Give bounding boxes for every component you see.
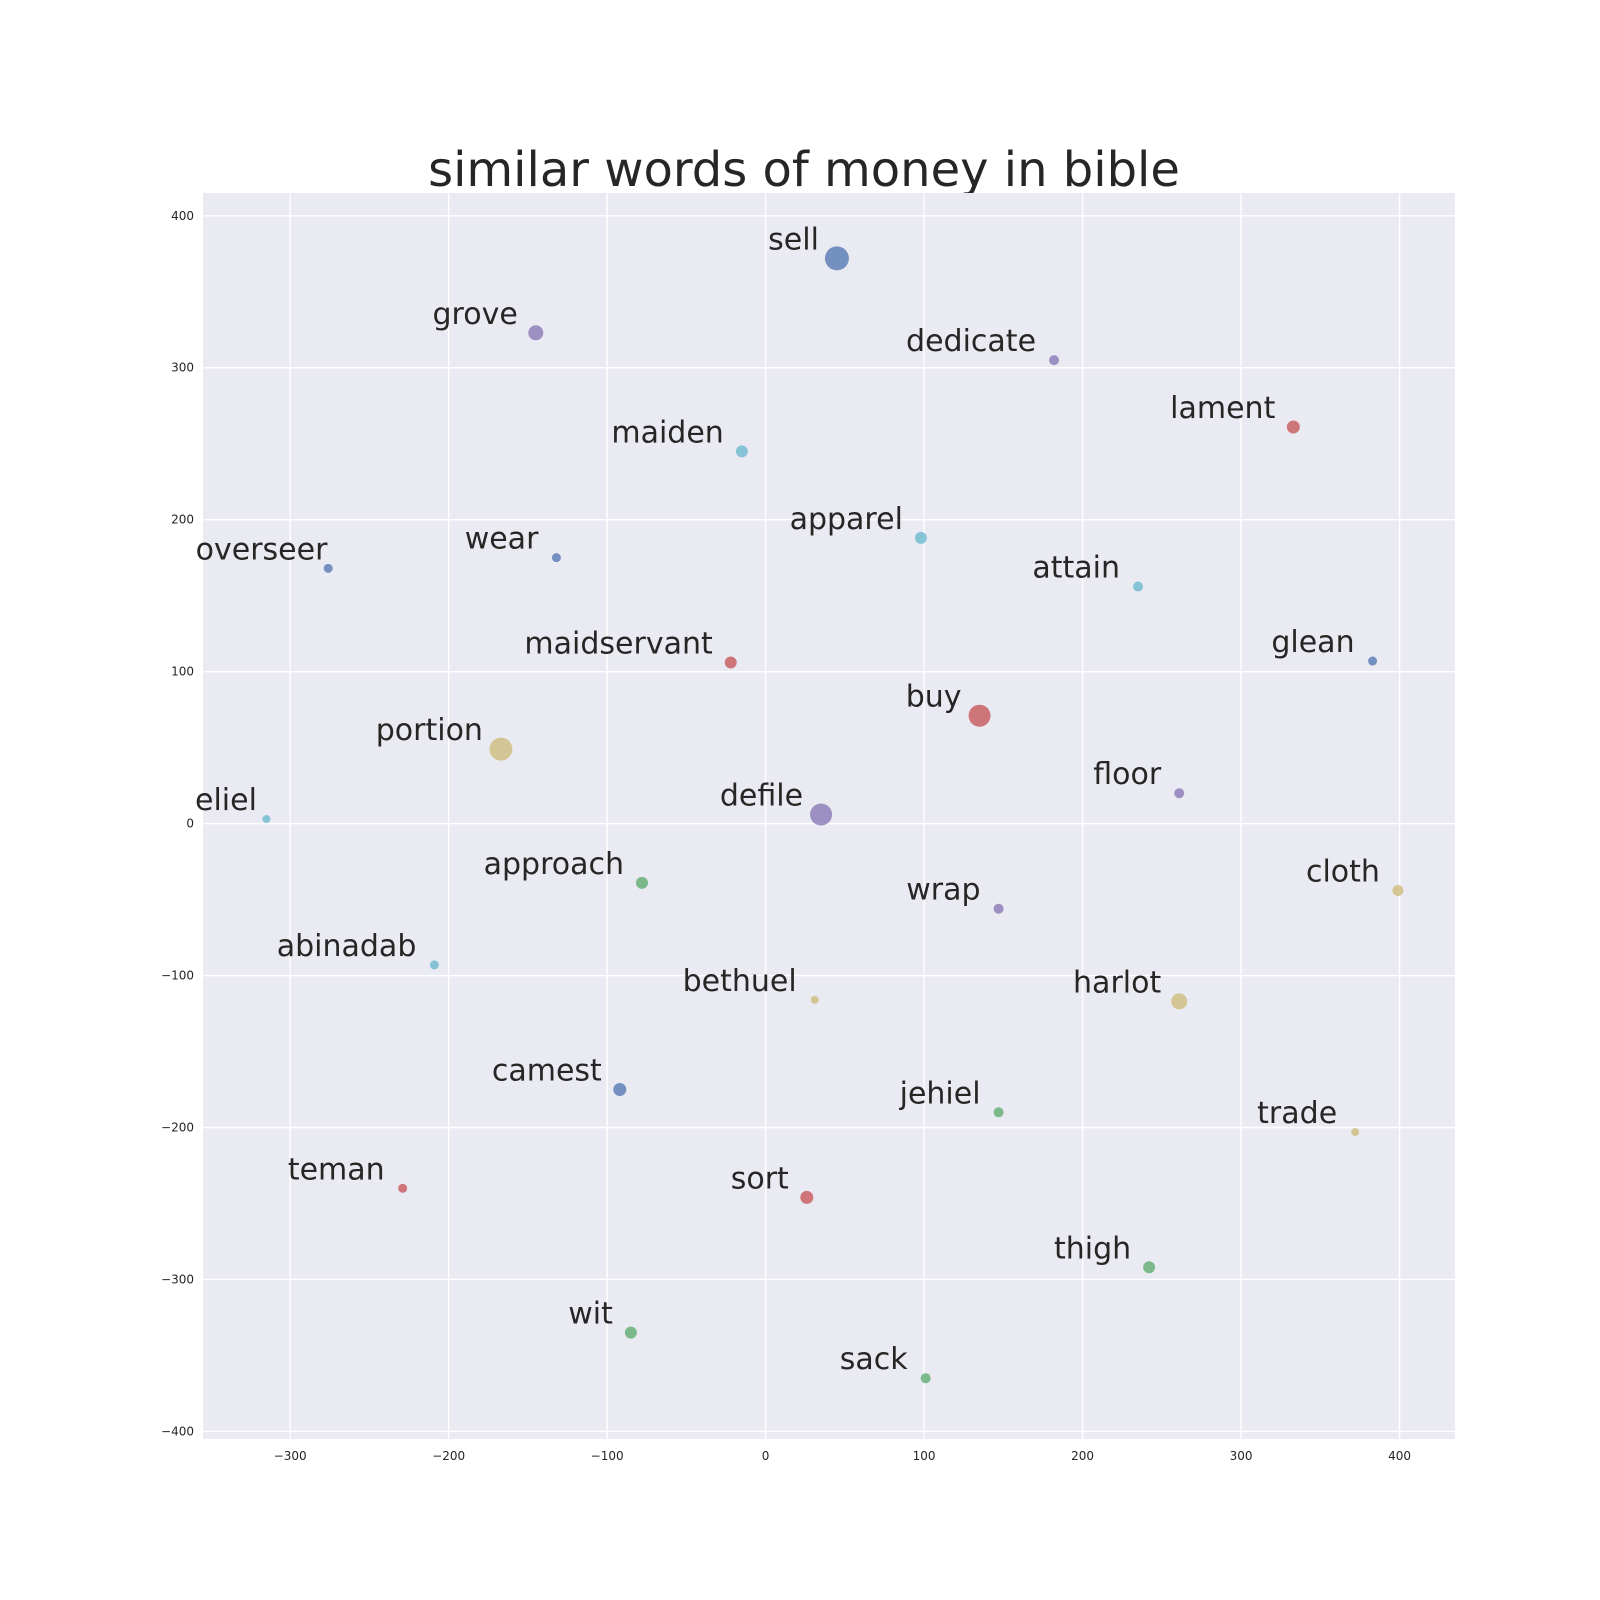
point-labels: sell grove dedicate lament maiden apparel over… <box>195 222 1380 1377</box>
point-teman <box>398 1183 408 1193</box>
point-label-trade: trade <box>1257 1096 1337 1131</box>
point-label-overseer: overseer <box>196 532 328 567</box>
x-axis-tick-labels: −300 −200 −100 0 100 200 300 400 <box>274 1449 1411 1463</box>
point-approach <box>635 876 648 889</box>
point-label-approach: approach <box>484 847 624 882</box>
point-label-portion: portion <box>376 713 483 748</box>
x-tick-label: 100 <box>913 1449 936 1463</box>
point-label-glean: glean <box>1271 625 1354 660</box>
y-axis-tick-labels: −400 −300 −200 −100 0 100 200 300 400 <box>161 209 194 1439</box>
point-label-bethuel: bethuel <box>683 964 797 999</box>
point-defile <box>810 803 833 826</box>
point-dedicate <box>1049 355 1060 366</box>
point-floor <box>1174 788 1185 799</box>
y-tick-label: −300 <box>161 1272 194 1286</box>
point-label-jehiel: jehiel <box>899 1076 981 1111</box>
x-tick-label: −200 <box>432 1449 465 1463</box>
point-label-abinadab: abinadab <box>277 929 417 964</box>
point-label-sell: sell <box>768 222 819 257</box>
chart-title: similar words of money in bible <box>428 142 1180 198</box>
y-tick-label: −400 <box>161 1424 194 1438</box>
x-tick-label: 0 <box>762 1449 770 1463</box>
point-label-teman: teman <box>288 1152 385 1187</box>
point-label-sort: sort <box>731 1161 789 1196</box>
point-attain <box>1133 581 1144 592</box>
point-abinadab <box>429 960 439 970</box>
point-thigh <box>1143 1261 1156 1274</box>
point-lament <box>1286 420 1300 434</box>
point-label-harlot: harlot <box>1073 965 1161 1000</box>
point-label-eliel: eliel <box>195 783 257 818</box>
data-points <box>262 246 1404 1384</box>
point-camest <box>613 1083 627 1097</box>
point-bethuel <box>810 995 819 1004</box>
y-tick-label: 100 <box>171 665 194 679</box>
x-tick-label: 300 <box>1230 1449 1253 1463</box>
point-buy <box>968 704 991 727</box>
y-tick-label: 400 <box>171 209 194 223</box>
point-maiden <box>735 445 748 458</box>
point-label-attain: attain <box>1032 551 1120 586</box>
point-wear <box>551 553 561 563</box>
y-tick-label: −100 <box>161 969 194 983</box>
point-label-buy: buy <box>906 680 962 715</box>
point-sack <box>920 1373 931 1384</box>
point-label-maidservant: maidservant <box>524 627 713 662</box>
point-label-cloth: cloth <box>1306 854 1380 889</box>
point-label-sack: sack <box>840 1342 909 1377</box>
point-maidservant <box>724 656 737 669</box>
point-label-dedicate: dedicate <box>906 324 1036 359</box>
horizontal-gridlines <box>203 215 1455 1433</box>
point-grove <box>528 325 544 341</box>
point-apparel <box>914 531 927 544</box>
point-cloth <box>1392 884 1404 896</box>
point-label-apparel: apparel <box>790 502 903 537</box>
point-wrap <box>993 903 1004 914</box>
point-label-grove: grove <box>433 297 518 332</box>
point-harlot <box>1171 993 1188 1010</box>
point-label-wit: wit <box>568 1297 613 1332</box>
point-wit <box>624 1326 637 1339</box>
point-label-floor: floor <box>1093 757 1162 792</box>
point-glean <box>1368 656 1378 666</box>
y-tick-label: 300 <box>171 361 194 375</box>
x-tick-label: 400 <box>1388 1449 1411 1463</box>
point-jehiel <box>993 1107 1004 1118</box>
x-tick-label: −100 <box>591 1449 624 1463</box>
point-label-camest: camest <box>492 1054 602 1089</box>
point-label-lament: lament <box>1170 391 1275 426</box>
point-label-wear: wear <box>465 522 539 557</box>
vertical-gridlines <box>289 193 1401 1439</box>
point-eliel <box>262 815 271 824</box>
y-tick-label: 200 <box>171 513 194 527</box>
y-tick-label: 0 <box>186 817 194 831</box>
point-label-wrap: wrap <box>906 873 980 908</box>
point-sell <box>824 246 849 271</box>
point-label-defile: defile <box>720 778 803 813</box>
x-tick-label: −300 <box>274 1449 307 1463</box>
point-label-maiden: maiden <box>611 415 723 450</box>
point-trade <box>1351 1128 1360 1137</box>
point-portion <box>489 737 513 761</box>
y-tick-label: −200 <box>161 1121 194 1135</box>
point-overseer <box>323 563 333 573</box>
point-sort <box>800 1190 814 1204</box>
point-label-thigh: thigh <box>1054 1231 1131 1266</box>
x-tick-label: 200 <box>1071 1449 1094 1463</box>
